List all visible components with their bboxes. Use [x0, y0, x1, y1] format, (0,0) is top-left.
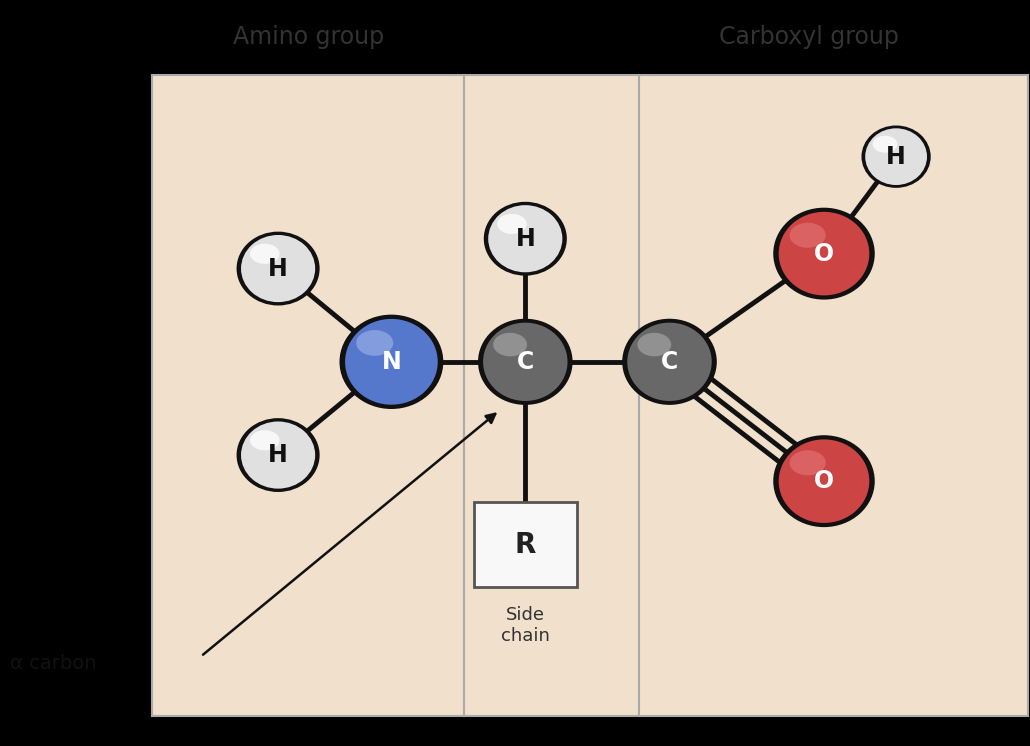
- Ellipse shape: [484, 201, 566, 275]
- Ellipse shape: [865, 128, 927, 185]
- Ellipse shape: [250, 244, 279, 264]
- Text: H: H: [268, 257, 288, 280]
- Ellipse shape: [861, 125, 931, 188]
- Ellipse shape: [241, 235, 315, 302]
- Text: Amino group: Amino group: [234, 25, 384, 49]
- Text: H: H: [886, 145, 906, 169]
- Text: N: N: [381, 350, 402, 374]
- Text: O: O: [814, 469, 834, 493]
- Ellipse shape: [478, 319, 573, 405]
- Ellipse shape: [345, 319, 438, 404]
- Text: Side
chain: Side chain: [501, 606, 550, 645]
- Text: C: C: [517, 350, 534, 374]
- Text: C: C: [661, 350, 678, 374]
- Ellipse shape: [340, 315, 443, 409]
- Ellipse shape: [237, 418, 319, 492]
- Ellipse shape: [483, 322, 568, 401]
- Ellipse shape: [237, 231, 319, 306]
- Text: O: O: [814, 242, 834, 266]
- Ellipse shape: [622, 319, 717, 405]
- Ellipse shape: [774, 207, 874, 300]
- Ellipse shape: [774, 435, 874, 527]
- FancyBboxPatch shape: [474, 501, 577, 588]
- Ellipse shape: [356, 330, 393, 356]
- FancyBboxPatch shape: [152, 75, 1028, 716]
- Ellipse shape: [790, 223, 826, 248]
- Ellipse shape: [638, 333, 672, 357]
- Ellipse shape: [627, 322, 712, 401]
- Ellipse shape: [779, 212, 869, 295]
- Ellipse shape: [872, 136, 897, 153]
- Ellipse shape: [497, 214, 526, 234]
- Text: α carbon: α carbon: [10, 654, 97, 674]
- Ellipse shape: [779, 439, 869, 523]
- Text: H: H: [268, 443, 288, 467]
- Ellipse shape: [488, 205, 562, 272]
- Ellipse shape: [250, 430, 279, 451]
- Ellipse shape: [790, 451, 826, 475]
- Ellipse shape: [493, 333, 527, 357]
- Text: H: H: [515, 227, 536, 251]
- Text: R: R: [515, 530, 536, 559]
- Ellipse shape: [241, 421, 315, 489]
- Text: Carboxyl group: Carboxyl group: [719, 25, 898, 49]
